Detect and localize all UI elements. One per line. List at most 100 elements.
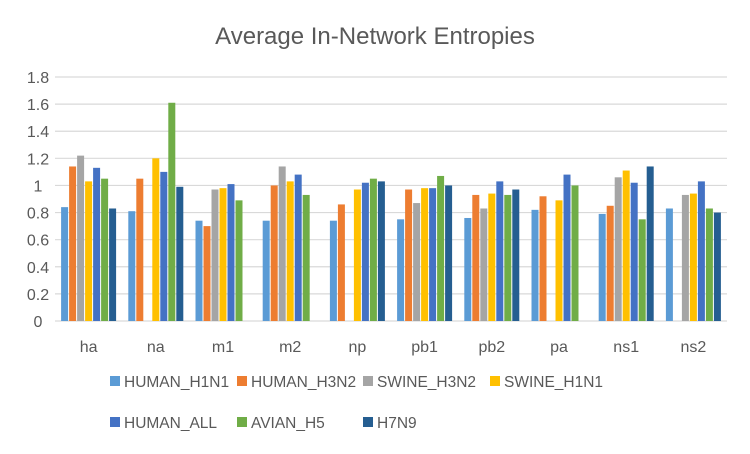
bar-swine_h3n2-m1: [211, 189, 219, 321]
bar-human_all-ha: [93, 167, 101, 321]
bar-swine_h1n1-ha: [85, 181, 93, 321]
x-tick-label: ns1: [613, 339, 639, 356]
y-tick-label: 0.4: [27, 260, 49, 277]
bar-swine_h1n1-ns2: [689, 193, 697, 321]
bar-human_all-pb2: [496, 181, 504, 321]
bar-human_h1n1-ns2: [665, 208, 673, 321]
bar-swine_h1n1-pa: [555, 200, 563, 321]
bar-human_all-ns2: [697, 181, 705, 321]
legend-label: AVIAN_H5: [251, 415, 325, 432]
bar-human_h3n2-pb1: [405, 189, 413, 321]
bar-human_all-m2: [294, 174, 302, 321]
bar-human_h3n2-m2: [270, 185, 278, 321]
chart-title: Average In-Network Entropies: [215, 23, 535, 50]
legend-label: HUMAN_H1N1: [124, 374, 229, 391]
bar-avian_h5-m2: [302, 194, 310, 321]
bar-swine_h3n2-ns1: [614, 177, 622, 321]
bar-human_h3n2-ha: [69, 166, 77, 321]
bar-human_all-pa: [563, 174, 571, 321]
y-tick-label: 0.8: [27, 206, 49, 223]
x-tick-label: pb1: [411, 339, 438, 356]
bar-h7n9-ns1: [646, 166, 654, 321]
bar-swine_h1n1-m2: [286, 181, 294, 321]
x-tick-label: pb2: [478, 339, 505, 356]
legend-label: HUMAN_H3N2: [251, 374, 356, 391]
legend-swatch: [490, 376, 500, 386]
y-tick-label: 1.4: [27, 124, 49, 141]
bar-human_h1n1-na: [128, 211, 136, 321]
y-tick-label: 1.6: [27, 97, 49, 114]
bar-swine_h3n2-pb1: [413, 203, 421, 321]
bar-avian_h5-pa: [571, 185, 579, 321]
y-axis: 0 0.2 0.4 0.6 0.8 1 1.2 1.4 1.6 1.8: [27, 70, 49, 331]
bar-human_h1n1-m2: [262, 220, 270, 321]
bar-h7n9-ha: [109, 208, 117, 321]
x-tick-label: np: [349, 339, 367, 356]
bar-human_all-na: [160, 171, 168, 321]
legend-item: SWINE_H1N1: [490, 374, 603, 391]
bar-swine_h1n1-pb2: [488, 193, 496, 321]
legend: HUMAN_H1N1 HUMAN_H3N2 SWINE_H3N2 SWINE_H1N1…: [110, 374, 603, 432]
bar-avian_h5-ns1: [638, 219, 646, 321]
bar-human_h1n1-ns1: [598, 213, 606, 321]
x-tick-label: m2: [279, 339, 301, 356]
legend-swatch: [237, 376, 247, 386]
bar-human_h3n2-pa: [539, 196, 547, 321]
legend-item: SWINE_H3N2: [363, 374, 476, 391]
legend-item: HUMAN_H1N1: [110, 374, 229, 391]
bar-avian_h5-m1: [235, 200, 243, 321]
bar-h7n9-na: [176, 186, 184, 321]
y-tick-label: 0.6: [27, 233, 49, 250]
legend-label: SWINE_H3N2: [377, 374, 476, 391]
x-tick-label: ha: [80, 339, 98, 356]
legend-item: HUMAN_ALL: [110, 415, 217, 432]
bar-human_h1n1-ha: [61, 207, 69, 321]
bar-swine_h3n2-ns2: [681, 194, 689, 321]
bar-h7n9-ns2: [713, 212, 721, 321]
bar-swine_h3n2-ha: [77, 155, 85, 321]
bar-human_h1n1-np: [329, 220, 337, 321]
legend-swatch: [363, 376, 373, 386]
bar-swine_h1n1-m1: [219, 188, 227, 321]
bar-human_h1n1-pb1: [397, 219, 405, 321]
bar-human_all-np: [361, 182, 369, 321]
y-tick-label: 1: [34, 178, 43, 195]
bar-human_h3n2-np: [337, 204, 345, 321]
legend-swatch: [237, 417, 247, 427]
bar-human_h3n2-ns1: [606, 205, 614, 321]
y-tick-label: 1.8: [27, 70, 49, 87]
legend-label: HUMAN_ALL: [124, 415, 217, 432]
bar-human_h3n2-pb2: [472, 194, 480, 321]
bar-avian_h5-pb1: [437, 175, 445, 321]
y-tick-label: 0.2: [27, 287, 49, 304]
bar-swine_h1n1-ns1: [622, 170, 630, 321]
bar-human_h1n1-m1: [195, 220, 203, 321]
bars: [61, 102, 721, 321]
bar-h7n9-pb2: [512, 189, 520, 321]
legend-swatch: [110, 417, 120, 427]
y-tick-label: 1.2: [27, 151, 49, 168]
bar-avian_h5-ns2: [705, 208, 713, 321]
bar-swine_h1n1-pb1: [421, 188, 429, 321]
bar-human_all-ns1: [630, 182, 638, 321]
x-tick-label: m1: [212, 339, 234, 356]
x-tick-label: pa: [550, 339, 568, 356]
bar-h7n9-pb1: [445, 185, 453, 321]
bar-human_h1n1-pb2: [464, 217, 472, 321]
legend-label: H7N9: [377, 415, 417, 432]
legend-item: AVIAN_H5: [237, 415, 325, 432]
bar-avian_h5-ha: [101, 178, 109, 321]
bar-human_all-pb1: [429, 188, 437, 321]
bar-swine_h1n1-np: [353, 189, 361, 321]
legend-swatch: [110, 376, 120, 386]
legend-label: SWINE_H1N1: [504, 374, 603, 391]
bar-swine_h3n2-m2: [278, 166, 286, 321]
bar-human_h3n2-m1: [203, 226, 211, 321]
bar-avian_h5-na: [168, 102, 176, 321]
bar-human_h1n1-pa: [531, 209, 539, 321]
x-tick-label: na: [147, 339, 165, 356]
x-tick-label: ns2: [681, 339, 707, 356]
bar-h7n9-np: [377, 181, 385, 321]
legend-item: HUMAN_H3N2: [237, 374, 356, 391]
